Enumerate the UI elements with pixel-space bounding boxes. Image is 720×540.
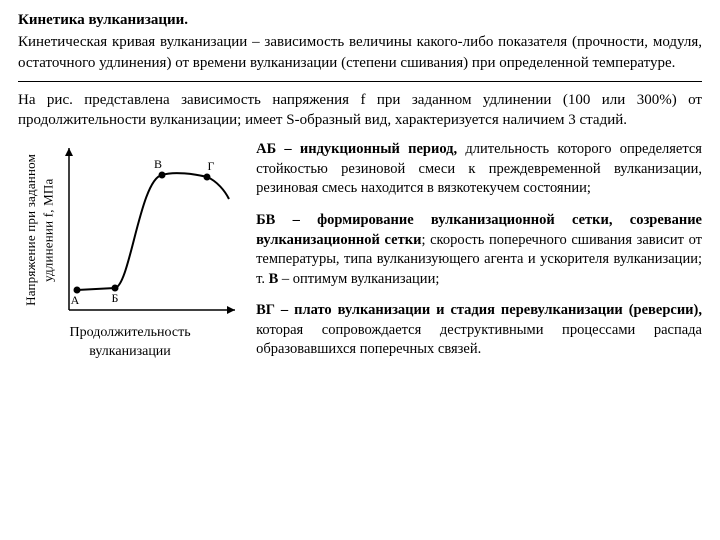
content-row: Напряжение при заданном удлинении f, МПа… (18, 140, 702, 372)
svg-text:Б: Б (112, 291, 119, 305)
stage-bv: БВ – формирование вулканизационной сетки… (256, 211, 702, 289)
ylabel-1: Напряжение при заданном (23, 154, 38, 306)
svg-text:А: А (71, 293, 80, 307)
chart-column: Напряжение при заданном удлинении f, МПа… (18, 140, 242, 372)
svg-text:В: В (154, 157, 162, 171)
intro-text: Кинетическая кривая вулканизации – завис… (18, 32, 702, 73)
stage-bv-text2: – оптимум вулканизации; (278, 271, 439, 287)
page-title: Кинетика вулканизации. (18, 10, 702, 30)
paragraph-2: На рис. представлена зависимость напряже… (18, 90, 702, 131)
stage-ab-bold: АБ – индукционный период, (256, 141, 457, 157)
stage-ab: АБ – индукционный период, длительность к… (256, 140, 702, 199)
stage-vg-text: которая сопровождается деструктивными пр… (256, 322, 702, 358)
xlabel-2: вулканизации (89, 344, 171, 359)
stage-vg-bold: ВГ – плато вулканизации и стадия перевул… (256, 302, 702, 318)
chart-wrap: Напряжение при заданном удлинении f, МПа… (18, 140, 242, 320)
x-axis-label: Продолжительность вулканизации (18, 324, 242, 362)
svg-text:Г: Г (208, 159, 215, 173)
y-axis-label: Напряжение при заданном удлинении f, МПа (18, 154, 57, 306)
stage-bv-bold2: В (269, 271, 279, 287)
vulcanization-curve: А Б В Г (57, 140, 242, 320)
stage-vg: ВГ – плато вулканизации и стадия перевул… (256, 301, 702, 360)
ylabel-2: удлинении f, МПа (41, 179, 56, 282)
stages-column: АБ – индукционный период, длительность к… (256, 140, 702, 372)
xlabel-1: Продолжительность (70, 325, 191, 340)
divider (18, 81, 702, 82)
